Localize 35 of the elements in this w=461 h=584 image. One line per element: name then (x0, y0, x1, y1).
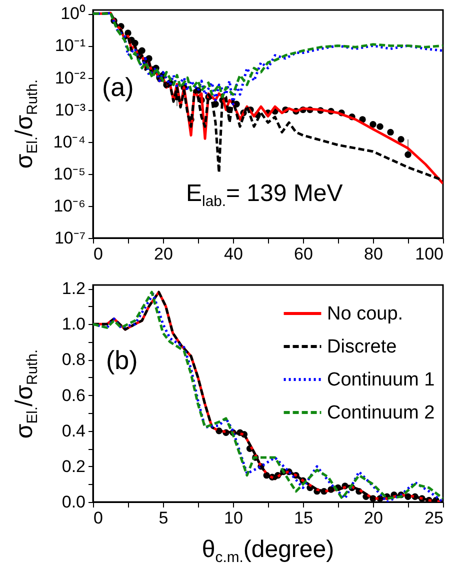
legend-label: Discrete (327, 336, 397, 358)
x-tick-label: 100 (415, 244, 444, 264)
x-axis-title: θ$_{c.m.}$(degree) (202, 536, 334, 566)
y-tick-label: 0.4 (62, 421, 86, 440)
y-tick-label: 10⁻⁵ (54, 164, 86, 184)
x-tick-label: 60 (294, 244, 313, 264)
x-tick-label: 40 (224, 244, 243, 264)
x-tick-label: 80 (364, 244, 383, 264)
x-tick-label: 15 (294, 508, 313, 528)
y-tick-label: 10⁻¹ (54, 36, 86, 56)
annotation: (a) (102, 72, 134, 103)
y-tick-label: 1.2 (62, 279, 86, 298)
annotation: E$_{lab.}$= 139 MeV (186, 180, 343, 210)
x-tick-label: 25 (424, 508, 444, 528)
y-tick-label: 10⁻⁷ (54, 228, 86, 248)
y-tick-label: 10⁻² (54, 68, 86, 88)
legend-label: No coup. (327, 304, 404, 324)
x-tick-label: 20 (364, 508, 383, 528)
y-tick-label: 10⁻⁴ (53, 132, 86, 152)
x-tick-label: 10 (224, 508, 243, 528)
y-tick-label: 0.6 (62, 386, 86, 405)
y-tick-label: 10⁻³ (54, 100, 86, 120)
y-tick-label: 0.8 (62, 350, 86, 370)
y-tick-label: 10⁻⁶ (54, 196, 86, 216)
annotation: (b) (106, 345, 138, 376)
y-tick-label: 1.0 (62, 314, 86, 334)
legend-label: Continuum 2 (327, 402, 435, 424)
x-tick-label: 0 (94, 244, 103, 264)
legend-label: Continuum 1 (327, 370, 435, 390)
y-tick-label: 0.0 (62, 492, 86, 512)
x-tick-label: 0 (94, 508, 103, 528)
x-tick-label: 20 (154, 244, 173, 264)
y-tick-label: 10⁰ (60, 4, 86, 24)
x-tick-label: 5 (158, 508, 168, 528)
y-tick-label: 0.2 (62, 456, 86, 476)
